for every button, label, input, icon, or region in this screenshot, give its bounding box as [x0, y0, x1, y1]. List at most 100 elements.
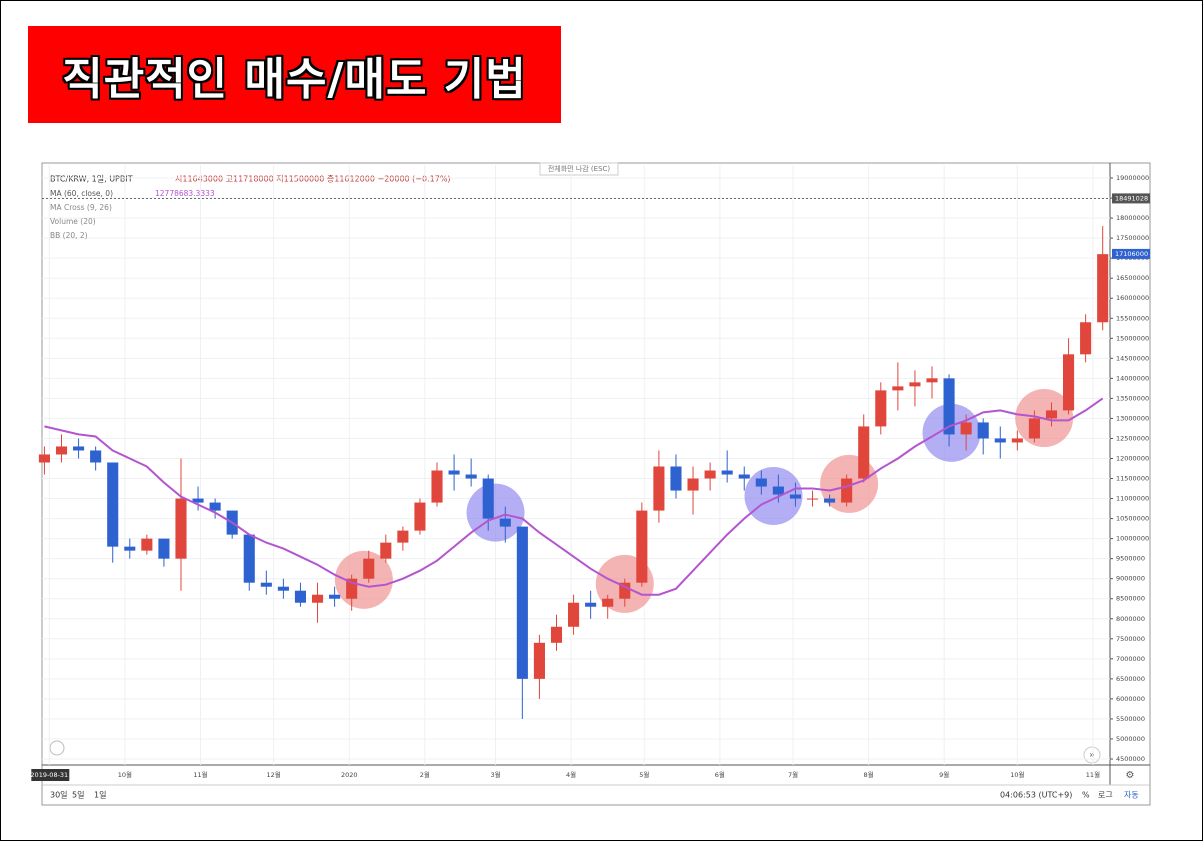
x-tick-label: 2019-08-31 — [30, 771, 68, 779]
timeframe-button[interactable]: 5일 — [72, 791, 84, 800]
ohlc-legend: 시11643000 고11718000 저11500000 종11612000 … — [175, 175, 451, 184]
candle-body — [175, 498, 187, 559]
candle-body — [209, 502, 221, 511]
x-tick-label: 11월 — [1086, 770, 1100, 779]
y-tick-label: 11000000 — [1116, 495, 1149, 503]
y-tick-label: 16000000 — [1116, 294, 1149, 302]
price-label: 17106000 — [1115, 250, 1148, 258]
y-tick-label: 8500000 — [1116, 595, 1145, 603]
candle-body — [824, 498, 836, 503]
y-tick-label: 10000000 — [1116, 535, 1149, 543]
candle-body — [431, 470, 443, 503]
x-tick-label: 12월 — [267, 770, 281, 779]
y-tick-label: 12500000 — [1116, 434, 1149, 442]
candle-body — [1080, 322, 1092, 355]
candle-body — [1028, 418, 1040, 439]
candle-body — [841, 478, 853, 503]
legend-indicator[interactable]: Volume (20) — [50, 217, 96, 226]
candle-body — [107, 462, 119, 547]
candle-body — [55, 446, 68, 455]
y-tick-label: 13500000 — [1116, 394, 1149, 402]
price-label-box — [1112, 193, 1150, 204]
y-tick-label: 6000000 — [1116, 695, 1145, 703]
highlight-circle — [466, 483, 525, 542]
candle-body — [943, 378, 955, 435]
legend-indicator[interactable]: MA Cross (9, 26) — [50, 203, 112, 212]
scale-button[interactable]: % — [1082, 791, 1090, 800]
x-tick-label: 6월 — [715, 770, 725, 779]
candle-body — [926, 378, 938, 383]
candle-body — [687, 478, 699, 491]
candle-body — [346, 578, 358, 599]
y-tick-label: 15000000 — [1116, 334, 1149, 342]
candle-body — [311, 594, 324, 603]
title-banner: 직관적인 매수/매도 기법 — [28, 26, 561, 123]
ma-value: 12778683.3333 — [155, 189, 215, 198]
scale-button[interactable]: 자동 — [1124, 791, 1139, 800]
y-tick-label: 15500000 — [1116, 314, 1149, 322]
x-tick-label: 2월 — [420, 770, 430, 779]
y-tick-label: 18000000 — [1116, 214, 1149, 222]
candle-body — [994, 438, 1006, 443]
date-label-box — [31, 769, 70, 781]
y-tick-label: 7500000 — [1116, 635, 1145, 643]
candle-body — [277, 586, 289, 591]
candle-body — [653, 466, 665, 511]
candle-body — [260, 582, 272, 587]
y-tick-label: 7000000 — [1116, 655, 1145, 663]
y-tick-label: 4500000 — [1116, 755, 1145, 763]
y-tick-label: 9500000 — [1116, 555, 1145, 563]
x-tick-label: 10월 — [1010, 770, 1024, 779]
candle-body — [875, 390, 887, 427]
candle-body — [243, 534, 255, 583]
candle-body — [619, 582, 631, 599]
candle-body — [909, 382, 921, 387]
y-tick-label: 19000000 — [1116, 174, 1149, 182]
candle-body — [124, 546, 136, 551]
legend-indicator[interactable]: BB (20, 2) — [50, 231, 88, 240]
candle-body — [294, 590, 307, 603]
x-tick-label: 2020 — [341, 771, 358, 779]
symbol[interactable]: BTC/KRW, 1일, UPBIT — [50, 175, 133, 184]
candle-body — [90, 450, 102, 463]
candle-body — [772, 486, 784, 495]
y-tick-label: 16500000 — [1116, 274, 1149, 282]
candle-body — [977, 422, 989, 439]
candle-body — [533, 642, 545, 679]
candle-body — [516, 526, 528, 679]
x-tick-label: 5월 — [639, 770, 649, 779]
logo[interactable] — [49, 740, 65, 756]
candle-body — [397, 530, 409, 543]
timeframe-button[interactable]: 1일 — [94, 791, 106, 800]
settings-icon[interactable]: ⚙ — [1126, 770, 1135, 781]
price-label: 18491028 — [1115, 194, 1148, 202]
candle-body — [568, 602, 580, 627]
scroll-icon[interactable]: » — [1089, 751, 1095, 761]
y-tick-label: 10500000 — [1116, 515, 1149, 523]
y-tick-label: 14000000 — [1116, 374, 1149, 382]
candle-body — [806, 498, 819, 500]
y-tick-label: 6500000 — [1116, 675, 1145, 683]
candle-body — [670, 466, 682, 491]
x-tick-label: 11월 — [193, 770, 207, 779]
candle-body — [73, 446, 85, 451]
timeframe-button[interactable]: 30일 — [50, 791, 68, 800]
legend-ma[interactable]: MA (60, close, 0) — [50, 189, 113, 198]
y-tick-label: 8000000 — [1116, 615, 1145, 623]
candle-body — [704, 470, 716, 479]
candle-body — [363, 558, 375, 579]
clock: 04:06:53 (UTC+9) — [1000, 791, 1072, 800]
candle-body — [329, 594, 341, 599]
y-tick-label: 14500000 — [1116, 354, 1149, 362]
candle-body — [499, 518, 511, 527]
candle-body — [1011, 438, 1023, 443]
x-tick-label: 7월 — [788, 770, 798, 779]
x-tick-label: 8월 — [864, 770, 874, 779]
candle-body — [1063, 354, 1075, 411]
fullscreen-hint-box — [539, 162, 619, 176]
scale-button[interactable]: 로그 — [1098, 791, 1113, 800]
title: 직관적인 매수/매도 기법 — [62, 53, 527, 105]
x-tick-label: 3월 — [490, 770, 500, 779]
ma-line — [44, 397, 1104, 596]
